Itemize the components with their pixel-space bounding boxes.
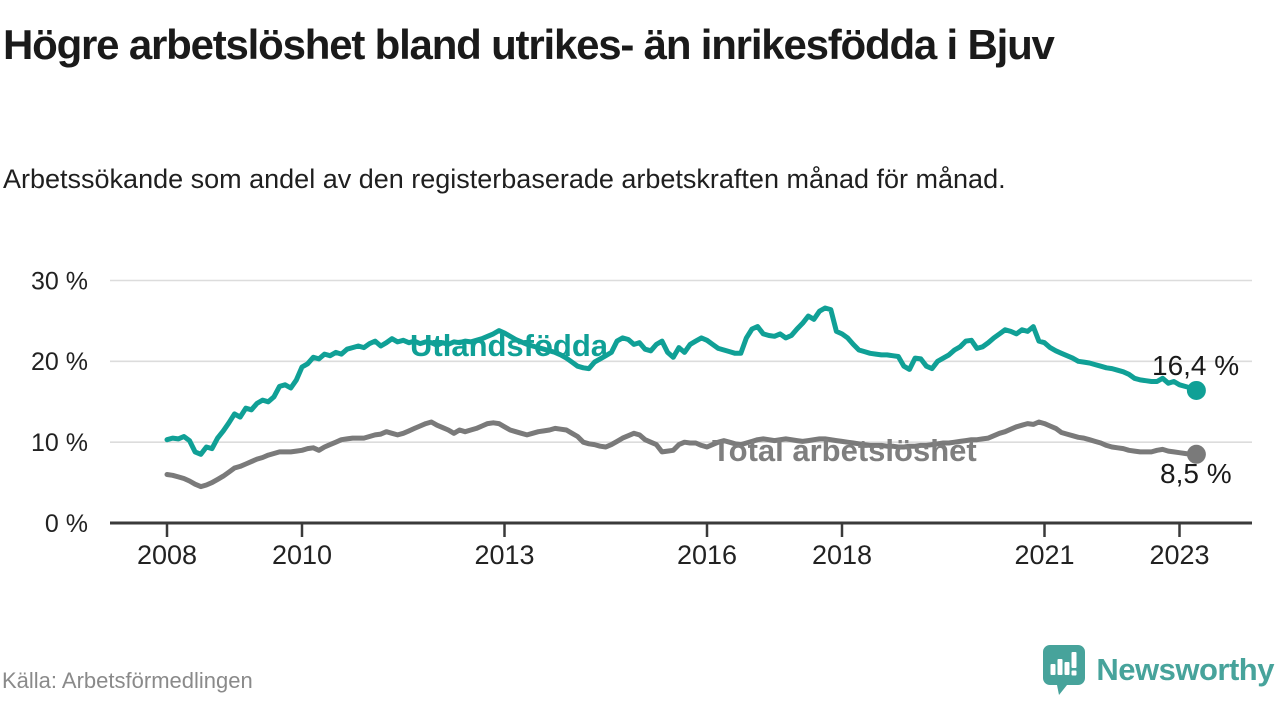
brand-name: Newsworthy (1096, 652, 1274, 687)
source-note: Källa: Arbetsförmedlingen (2, 668, 253, 693)
x-tick-label: 2023 (1149, 540, 1209, 570)
x-tick-label: 2016 (677, 540, 737, 570)
brand-lockup: Newsworthy (1042, 644, 1274, 696)
x-tick-label: 2021 (1014, 540, 1074, 570)
end-value-total: 8,5 % (1160, 458, 1232, 489)
y-tick-label: 0 % (45, 510, 88, 538)
end-dot (1186, 444, 1206, 464)
end-dot (1186, 380, 1206, 400)
x-tick-label: 2018 (812, 540, 872, 570)
x-tick-label: 2008 (137, 540, 197, 570)
series-label-utlandsfodda: Utlandsfödda (410, 328, 609, 363)
page-subtitle: Arbetssökande som andel av den registerb… (3, 164, 1006, 194)
line-total-arbetsl-shet (164, 419, 1199, 490)
newsworthy-logo-icon (1042, 644, 1086, 696)
x-tick-label: 2013 (474, 540, 534, 570)
line-utlandsf-dda (164, 305, 1199, 457)
end-value-utlandsfodda: 16,4 % (1152, 350, 1240, 381)
series-label-total: Total arbetslöshet (712, 433, 977, 468)
y-tick-label: 20 % (31, 348, 88, 376)
y-tick-label: 30 % (31, 267, 88, 295)
y-tick-label: 10 % (31, 429, 88, 457)
x-tick-label: 2010 (272, 540, 332, 570)
page-title: Högre arbetslöshet bland utrikes- än inr… (3, 21, 1055, 68)
